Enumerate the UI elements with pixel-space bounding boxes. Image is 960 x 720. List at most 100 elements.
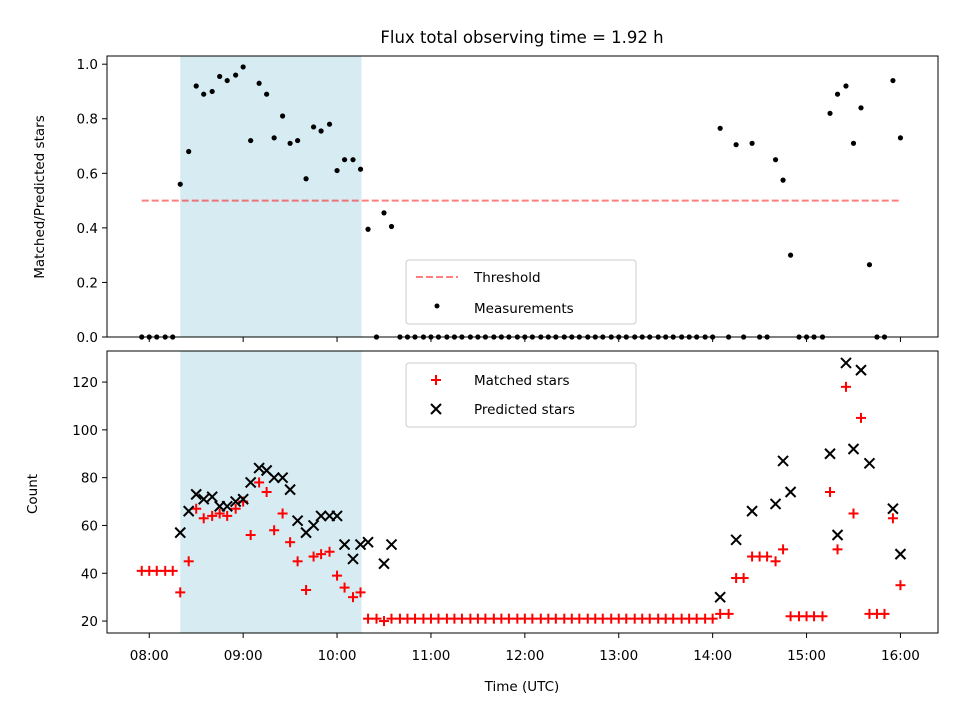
matched-point — [198, 513, 209, 524]
chart-title: Flux total observing time = 1.92 h — [380, 28, 663, 47]
y-tick-label: 0.6 — [77, 166, 98, 182]
x-tick-label: 11:00 — [411, 648, 450, 664]
matched-point — [191, 503, 202, 514]
matched-point — [363, 613, 374, 624]
y-tick-label: 80 — [81, 471, 98, 487]
measurement-point — [843, 83, 849, 89]
measurement-point — [749, 140, 755, 146]
x-axis-label: Time (UTC) — [484, 679, 560, 695]
matched-point — [778, 544, 789, 555]
matched-point — [832, 544, 843, 555]
matched-point — [214, 508, 225, 519]
predicted-point — [784, 486, 797, 498]
predicted-point — [237, 493, 249, 505]
legend-measurements-label: Measurements — [474, 301, 574, 317]
measurement-point — [177, 181, 183, 187]
measurement-point — [224, 77, 230, 84]
matched-point — [332, 570, 343, 581]
matched-point — [324, 546, 335, 557]
predicted-point — [824, 448, 836, 460]
bottom-x-ticks: 08:00 09:00 10:00 11:00 12:00 13:00 14:00 15:00… — [130, 633, 920, 664]
y-tick-label: 0.2 — [77, 275, 98, 291]
matched-point — [707, 613, 718, 624]
predicted-point — [338, 538, 351, 551]
top-x-ticks — [148, 337, 901, 342]
y-tick-label: 60 — [81, 518, 98, 534]
measurement-point — [780, 177, 786, 183]
matched-point — [723, 608, 734, 619]
matched-point — [895, 580, 906, 591]
matched-point — [715, 608, 726, 619]
top-axes-frame — [106, 55, 939, 338]
predicted-point — [331, 510, 343, 522]
y-tick-label: 0.0 — [77, 330, 98, 346]
matched-point — [809, 611, 820, 622]
predicted-points — [174, 357, 907, 603]
predicted-point — [190, 488, 202, 501]
predicted-point — [315, 510, 327, 522]
predicted-point — [174, 526, 186, 539]
matched-point — [879, 608, 890, 619]
measurement-point — [787, 252, 794, 258]
measurement-point — [834, 91, 841, 97]
measurement-point — [186, 148, 192, 155]
predicted-point — [347, 553, 359, 565]
measurement-point — [240, 64, 246, 70]
measurement-point — [733, 142, 739, 148]
matched-point — [409, 613, 420, 624]
measurement-point — [279, 113, 286, 119]
matched-point — [597, 613, 608, 624]
measurement-points — [139, 64, 904, 340]
x-tick-label: 16:00 — [881, 648, 920, 664]
y-tick-label: 0.8 — [77, 112, 98, 128]
measurement-point — [381, 210, 387, 216]
matched-point — [167, 565, 178, 576]
predicted-point — [276, 471, 289, 484]
x-tick-label: 10:00 — [318, 648, 357, 664]
bottom-panel: 20 40 60 80 100 120 08:00 09:00 10:00 11:00 12:00… — [25, 350, 939, 695]
top-y-ticks: 0.0 0.2 0.4 0.6 0.8 1.0 — [77, 57, 107, 346]
predicted-point — [714, 591, 726, 603]
matched-point — [550, 613, 561, 624]
matched-point — [738, 573, 749, 584]
measurement-point — [248, 137, 254, 144]
bottom-y-axis-label: Count — [25, 474, 41, 514]
predicted-point — [777, 455, 789, 467]
matched-point — [269, 525, 280, 536]
measurement-point — [310, 124, 317, 130]
measurement-point — [365, 226, 371, 232]
matched-point — [348, 592, 359, 603]
measurement-point — [318, 128, 324, 134]
predicted-point — [253, 462, 265, 474]
predicted-point — [831, 529, 844, 541]
legend-measurements-swatch — [434, 303, 440, 309]
matched-point — [308, 551, 319, 562]
measurement-point — [193, 83, 199, 89]
measurement-point — [271, 135, 277, 141]
bottom-legend-box — [405, 362, 637, 428]
x-tick-label: 14:00 — [693, 648, 732, 664]
predicted-point — [198, 493, 210, 505]
measurement-point — [897, 135, 904, 141]
predicted-point — [840, 357, 852, 369]
predicted-point — [855, 364, 867, 376]
measurement-point — [357, 166, 364, 172]
measurement-point — [209, 88, 215, 95]
x-tick-label: 09:00 — [224, 648, 263, 664]
measurement-point — [295, 137, 301, 144]
bottom-axes-frame — [106, 350, 939, 634]
predicted-point — [730, 534, 742, 546]
measurement-point — [866, 262, 873, 268]
measurement-point — [772, 157, 779, 163]
y-tick-label: 0.4 — [77, 221, 98, 237]
legend-predicted-label: Predicted stars — [474, 402, 575, 418]
measurement-point — [717, 125, 723, 131]
matched-point — [379, 616, 389, 627]
legend-matched-swatch — [431, 375, 441, 385]
matched-point — [825, 487, 836, 497]
measurement-point — [287, 140, 293, 146]
matched-point — [817, 611, 828, 622]
matched-point — [183, 556, 194, 567]
matched-point — [887, 513, 898, 524]
